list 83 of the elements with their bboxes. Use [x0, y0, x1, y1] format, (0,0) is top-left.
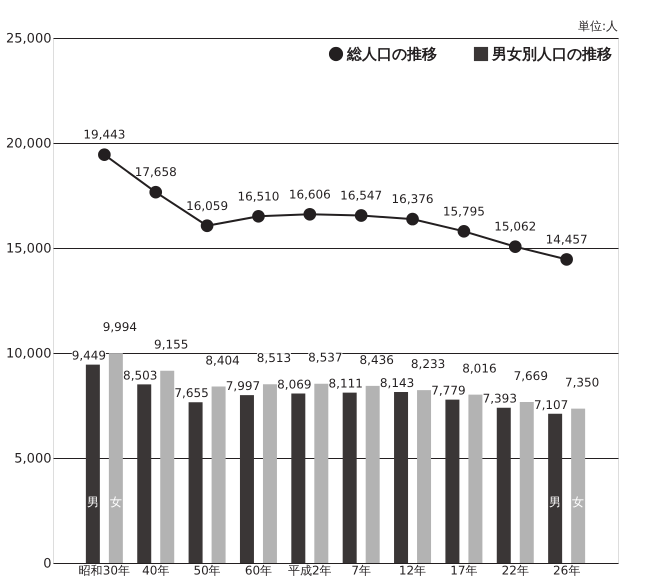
data-label: 8,436 [360, 352, 394, 367]
bar [240, 395, 254, 563]
data-label: 8,513 [256, 351, 292, 366]
bar [468, 394, 482, 563]
y-tick-label: 20,000 [6, 136, 52, 152]
data-label: 9,994 [102, 320, 138, 334]
bar [417, 390, 432, 563]
text: 単位:人 [578, 19, 618, 33]
y-tick-label: 25,000 [6, 32, 52, 46]
data-label: 9,449 [72, 348, 106, 363]
bar [445, 400, 460, 563]
x-tick-label: 平成2年 [288, 564, 332, 578]
x-tick-label: 7年 [351, 564, 371, 578]
point [354, 209, 368, 222]
x-tick-label: 26年 [552, 564, 580, 578]
data-label: 8,111 [328, 376, 363, 391]
data-label: 16,606 [288, 187, 331, 202]
data-label: 17,658 [134, 165, 177, 180]
data-label: 8,537 [308, 350, 342, 365]
data-label: 7,393 [482, 392, 517, 406]
x-tick-label: 22年 [502, 564, 529, 578]
x-tick-label: 昭和30年 [78, 564, 130, 578]
data-label: 8,069 [277, 378, 312, 392]
bar [394, 392, 408, 563]
data-label: 16,547 [340, 188, 382, 203]
x-tick-label: 12年 [398, 564, 426, 578]
point [303, 208, 316, 221]
bar [262, 384, 277, 563]
bar [342, 392, 357, 563]
point [508, 240, 522, 254]
bar [212, 386, 226, 563]
point [149, 186, 162, 198]
point [98, 148, 111, 162]
bar [314, 384, 328, 563]
data-label: 7,779 [431, 384, 466, 398]
point [458, 224, 470, 238]
data-label: 16,376 [392, 192, 434, 206]
x-tick-label: 60年 [244, 564, 272, 578]
data-label: 8,404 [205, 354, 240, 368]
bar [366, 386, 380, 563]
series-label: 男 [86, 495, 99, 510]
data-label: 8,016 [462, 362, 497, 376]
bar [520, 402, 534, 563]
series-label: 女 [110, 495, 122, 510]
data-label: 19,443 [83, 128, 126, 142]
point [200, 219, 214, 232]
y-tick-label: 10,000 [6, 346, 52, 362]
text: 女 [572, 495, 584, 510]
data-label: 15,062 [494, 220, 536, 234]
data-label: 16,059 [186, 198, 228, 213]
bar [160, 370, 174, 563]
x-tick-label: 50年 [193, 564, 221, 578]
point [560, 253, 573, 266]
data-label: 7,655 [174, 386, 209, 400]
data-label: 8,503 [123, 368, 158, 382]
legend-label: 総人口の推移 [346, 45, 437, 63]
bar [188, 402, 203, 563]
bar [571, 408, 586, 563]
data-label: 7,997 [226, 379, 260, 394]
bar [137, 384, 152, 563]
text: 男 [549, 495, 562, 510]
data-label: 14,457 [546, 232, 588, 246]
y-tick-label: 5,000 [14, 452, 52, 466]
y-tick-label: 0 [43, 556, 52, 572]
x-tick-label: 17年 [450, 564, 478, 578]
x-tick-label: 40年 [142, 564, 170, 578]
data-label: 16,510 [237, 189, 280, 204]
bar [496, 408, 511, 563]
bar [548, 414, 562, 563]
point [252, 210, 265, 223]
bar [108, 353, 123, 563]
data-label: 7,669 [514, 368, 548, 383]
data-label: 8,143 [380, 376, 414, 390]
y-tick-label: 15,000 [6, 242, 52, 256]
data-label: 9,155 [154, 338, 188, 352]
data-label: 8,233 [410, 357, 446, 372]
bar [291, 394, 306, 563]
bar [86, 364, 100, 563]
point [406, 212, 419, 226]
data-label: 7,350 [564, 376, 600, 390]
annotation: 男女別人口の推移 [491, 45, 612, 63]
data-label: 7,107 [534, 398, 568, 412]
data-label: 15,795 [442, 204, 485, 218]
